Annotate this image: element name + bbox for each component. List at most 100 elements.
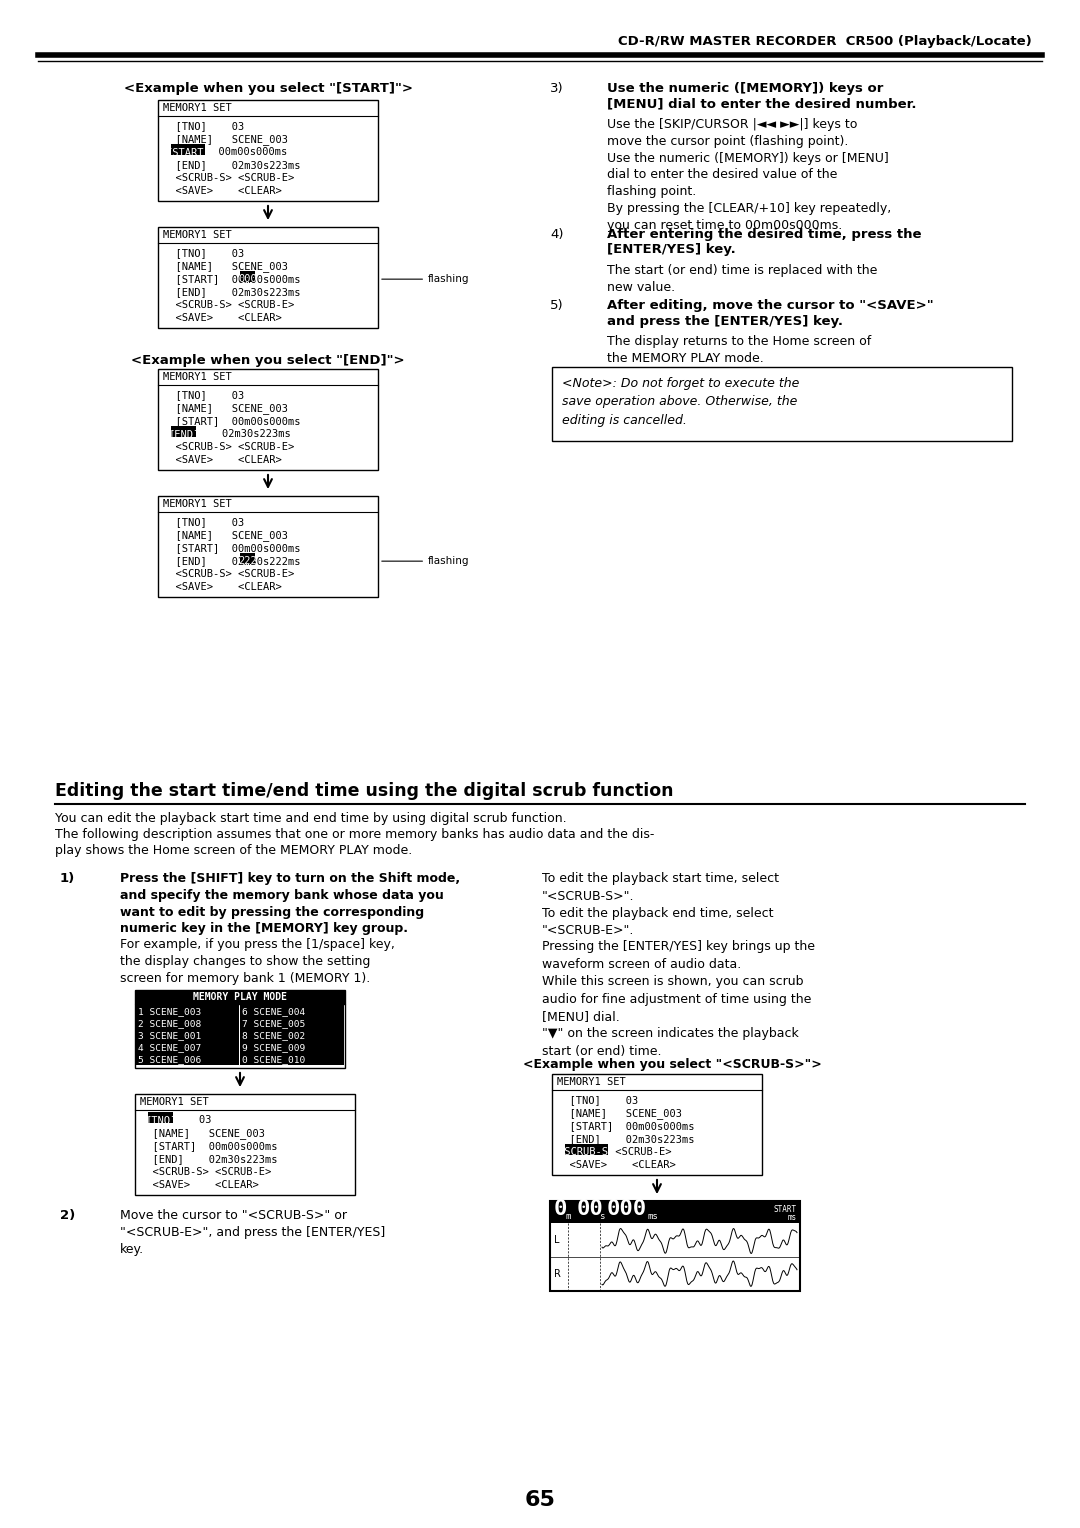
Bar	[136, 1005, 239, 1018]
Text: R: R	[554, 1268, 561, 1279]
Bar	[240, 1028, 345, 1041]
Text: 7 SCENE_005: 7 SCENE_005	[242, 1019, 306, 1028]
Text: <SAVE>    <CLEAR>: <SAVE> <CLEAR>	[140, 1180, 259, 1190]
Text: [END]    02m30s223ms: [END] 02m30s223ms	[140, 1154, 278, 1164]
Text: <SCRUB-S> <SCRUB-E>: <SCRUB-S> <SCRUB-E>	[163, 299, 294, 310]
Text: <SAVE>    <CLEAR>: <SAVE> <CLEAR>	[163, 313, 282, 322]
Text: [NAME]   SCENE_003: [NAME] SCENE_003	[163, 530, 288, 541]
Text: <Example when you select "[START]">: <Example when you select "[START]">	[123, 83, 413, 95]
Text: [START]  00m00s000ms: [START] 00m00s000ms	[163, 274, 300, 284]
Bar	[158, 497, 378, 597]
Text: <SCRUB-E>: <SCRUB-E>	[609, 1148, 672, 1157]
Bar	[240, 270, 255, 283]
Bar	[240, 1053, 345, 1065]
Text: MEMORY1 SET: MEMORY1 SET	[140, 1097, 208, 1106]
Text: MEMORY1 SET: MEMORY1 SET	[163, 102, 232, 113]
Text: 3 SCENE_001: 3 SCENE_001	[138, 1031, 201, 1041]
Text: <SAVE>    <CLEAR>: <SAVE> <CLEAR>	[163, 455, 282, 465]
Text: <Note>: Do not forget to execute the
save operation above. Otherwise, the
editin: <Note>: Do not forget to execute the sav…	[562, 377, 799, 426]
Text: 000: 000	[238, 274, 257, 284]
Text: 1 SCENE_003: 1 SCENE_003	[138, 1007, 201, 1016]
Text: 2 SCENE_008: 2 SCENE_008	[138, 1019, 201, 1028]
Text: <SCRUB-S> <SCRUB-E>: <SCRUB-S> <SCRUB-E>	[163, 173, 294, 183]
Bar	[148, 1112, 173, 1123]
Bar	[550, 1201, 800, 1291]
Text: Editing the start time/end time using the digital scrub function: Editing the start time/end time using th…	[55, 782, 674, 801]
Text: [END]    02m30s223ms: [END] 02m30s223ms	[163, 160, 300, 170]
Text: <SCRUB-S> <SCRUB-E>: <SCRUB-S> <SCRUB-E>	[140, 1167, 271, 1177]
Text: Press the [SHIFT] key to turn on the Shift mode,
and specify the memory bank who: Press the [SHIFT] key to turn on the Shi…	[120, 872, 460, 935]
Text: [START]  00m00s000ms: [START] 00m00s000ms	[163, 416, 300, 426]
Text: 9 SCENE_009: 9 SCENE_009	[242, 1044, 306, 1053]
Text: <SAVE>    <CLEAR>: <SAVE> <CLEAR>	[557, 1160, 676, 1170]
Text: [TNO]    03: [TNO] 03	[163, 248, 244, 258]
Text: You can edit the playback start time and end time by using digital scrub functio: You can edit the playback start time and…	[55, 811, 567, 825]
Text: For example, if you press the [1/space] key,
the display changes to show the set: For example, if you press the [1/space] …	[120, 938, 395, 984]
Text: [START]: [START]	[166, 147, 211, 157]
Text: m: m	[566, 1212, 571, 1221]
Text: Move the cursor to "<SCRUB-S>" or
"<SCRUB-E>", and press the [ENTER/YES]
key.: Move the cursor to "<SCRUB-S>" or "<SCRU…	[120, 1209, 386, 1256]
Text: 2): 2)	[60, 1209, 76, 1222]
Text: flashing: flashing	[381, 556, 470, 567]
Text: flashing: flashing	[381, 274, 470, 284]
Text: <SCRUB-S> <SCRUB-E>: <SCRUB-S> <SCRUB-E>	[163, 442, 294, 452]
Text: [START]  00m00s000ms: [START] 00m00s000ms	[140, 1141, 278, 1151]
Text: <SAVE>    <CLEAR>: <SAVE> <CLEAR>	[163, 582, 282, 593]
Text: MEMORY1 SET: MEMORY1 SET	[163, 371, 232, 382]
Bar	[135, 1094, 355, 1195]
Text: [END]    02m30s223ms: [END] 02m30s223ms	[163, 287, 300, 296]
Text: [TNO]    03: [TNO] 03	[163, 121, 244, 131]
Bar	[158, 228, 378, 329]
Text: The following description assumes that one or more memory banks has audio data a: The following description assumes that o…	[55, 828, 654, 840]
Text: 02m30s223ms: 02m30s223ms	[197, 429, 291, 439]
Text: <Example when you select "[END]">: <Example when you select "[END]">	[131, 354, 405, 367]
Text: L: L	[554, 1235, 559, 1245]
Bar	[240, 1005, 345, 1018]
Text: [NAME]   SCENE_003: [NAME] SCENE_003	[140, 1128, 265, 1138]
Bar	[135, 990, 345, 1004]
Text: <SAVE>    <CLEAR>: <SAVE> <CLEAR>	[163, 186, 282, 196]
Text: [START]  00m00s000ms: [START] 00m00s000ms	[557, 1122, 694, 1131]
Text: ms: ms	[647, 1212, 658, 1221]
Text: 1): 1)	[60, 872, 76, 885]
Bar	[158, 368, 378, 471]
Text: <SCRUB-S>: <SCRUB-S>	[558, 1148, 616, 1157]
Text: Use the numeric ([MEMORY]) keys or
[MENU] dial to enter the desired number.: Use the numeric ([MEMORY]) keys or [MENU…	[607, 83, 917, 110]
Text: 222: 222	[238, 556, 257, 567]
Bar	[240, 1018, 345, 1028]
Text: Use the [SKIP/CURSOR |◄◄ ►►|] keys to
move the cursor point (flashing point).
Us: Use the [SKIP/CURSOR |◄◄ ►►|] keys to mo…	[607, 118, 891, 232]
Text: Pressing the [ENTER/YES] key brings up the
waveform screen of audio data.
While : Pressing the [ENTER/YES] key brings up t…	[542, 940, 815, 1057]
Text: MEMORY1 SET: MEMORY1 SET	[163, 231, 232, 240]
Text: MEMORY PLAY MODE: MEMORY PLAY MODE	[193, 992, 287, 1002]
Text: [TNO]    03: [TNO] 03	[557, 1096, 638, 1105]
Text: 4): 4)	[550, 228, 564, 241]
Text: 6 SCENE_004: 6 SCENE_004	[242, 1007, 306, 1016]
Text: [NAME]   SCENE_003: [NAME] SCENE_003	[163, 261, 288, 272]
Text: 00m00s000ms: 00m00s000ms	[206, 147, 287, 157]
Bar	[565, 1143, 608, 1155]
Text: START: START	[774, 1206, 797, 1215]
Bar	[135, 1004, 345, 1068]
Text: After editing, move the cursor to "<SAVE>"
and press the [ENTER/YES] key.: After editing, move the cursor to "<SAVE…	[607, 299, 933, 327]
Text: 00: 00	[577, 1199, 604, 1219]
Bar	[136, 1053, 239, 1065]
Text: ms: ms	[787, 1213, 797, 1222]
Text: CD-R/RW MASTER RECORDER  CR500 (Playback/Locate): CD-R/RW MASTER RECORDER CR500 (Playback/…	[618, 35, 1032, 49]
Text: 0: 0	[554, 1199, 567, 1219]
Bar	[136, 1041, 239, 1053]
Text: [TNO]: [TNO]	[146, 1115, 176, 1125]
Text: 8 SCENE_002: 8 SCENE_002	[242, 1031, 306, 1041]
Text: After entering the desired time, press the
[ENTER/YES] key.: After entering the desired time, press t…	[607, 228, 921, 257]
Text: [NAME]   SCENE_003: [NAME] SCENE_003	[557, 1108, 681, 1118]
Text: play shows the Home screen of the MEMORY PLAY mode.: play shows the Home screen of the MEMORY…	[55, 843, 413, 857]
Text: The display returns to the Home screen of
the MEMORY PLAY mode.: The display returns to the Home screen o…	[607, 335, 872, 365]
Bar	[136, 1018, 239, 1028]
Bar	[552, 367, 1012, 442]
Bar	[158, 99, 378, 202]
Text: MEMORY1 SET: MEMORY1 SET	[557, 1077, 625, 1086]
Text: [TNO]    03: [TNO] 03	[163, 516, 244, 527]
Text: 5): 5)	[550, 299, 564, 312]
Text: [END]    02m30s222ms: [END] 02m30s222ms	[163, 556, 300, 567]
Text: 4 SCENE_007: 4 SCENE_007	[138, 1044, 201, 1053]
Text: 000: 000	[607, 1199, 647, 1219]
